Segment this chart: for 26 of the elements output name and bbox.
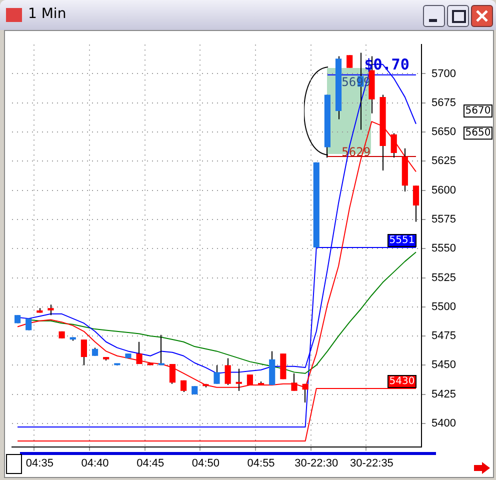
y-tick-label: 5650 bbox=[432, 126, 456, 138]
y-tick-label: 5525 bbox=[432, 272, 456, 284]
text: 5670 bbox=[465, 106, 491, 117]
y-tick-label: 5625 bbox=[432, 155, 456, 168]
y-tick-label: 5575 bbox=[432, 214, 456, 226]
y-tick-label: 5675 bbox=[432, 96, 456, 109]
x-tick-label: 04:45 bbox=[136, 457, 164, 470]
x-tick-label: 30-22:35 bbox=[350, 457, 394, 470]
data-label: 5551 bbox=[389, 235, 415, 246]
text: 5650 bbox=[465, 128, 491, 139]
chart-title: 1 Min bbox=[28, 6, 66, 22]
y-tick-label: 5600 bbox=[432, 184, 456, 196]
y-tick-label: 5450 bbox=[432, 359, 456, 372]
candlestick bbox=[158, 334, 164, 366]
data-label: 5430 bbox=[389, 376, 415, 388]
x-tick-label: 04:55 bbox=[247, 457, 275, 470]
y-tick-label: 5550 bbox=[432, 242, 456, 255]
y-tick-label: 5700 bbox=[432, 68, 456, 80]
y-tick-label: 5500 bbox=[432, 300, 456, 313]
x-tick-label: 04:50 bbox=[192, 457, 220, 470]
x-tick-label: 30-22:30 bbox=[294, 457, 338, 470]
y-tick-label: 5425 bbox=[432, 388, 456, 400]
y-tick-label: 5400 bbox=[432, 418, 456, 430]
x-tick-label: 04:40 bbox=[81, 457, 109, 470]
y-tick-label: 5475 bbox=[432, 330, 456, 342]
x-tick-label: 04:35 bbox=[26, 457, 54, 470]
